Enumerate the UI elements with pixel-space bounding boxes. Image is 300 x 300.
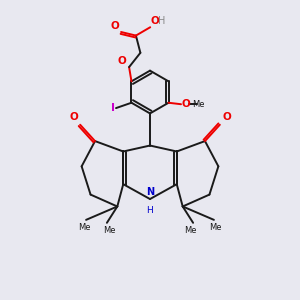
Text: Me: Me bbox=[192, 100, 205, 109]
Text: O: O bbox=[118, 56, 127, 67]
Text: Me: Me bbox=[103, 226, 116, 236]
Text: O: O bbox=[111, 20, 120, 31]
Text: H: H bbox=[147, 206, 153, 214]
Text: N: N bbox=[146, 187, 154, 197]
Text: O: O bbox=[151, 16, 160, 26]
Text: I: I bbox=[110, 103, 115, 113]
Text: O: O bbox=[69, 112, 78, 122]
Text: O: O bbox=[182, 99, 190, 109]
Text: Me: Me bbox=[78, 224, 91, 232]
Text: H: H bbox=[158, 16, 165, 26]
Text: Me: Me bbox=[209, 224, 222, 232]
Text: O: O bbox=[222, 112, 231, 122]
Text: Me: Me bbox=[184, 226, 197, 236]
